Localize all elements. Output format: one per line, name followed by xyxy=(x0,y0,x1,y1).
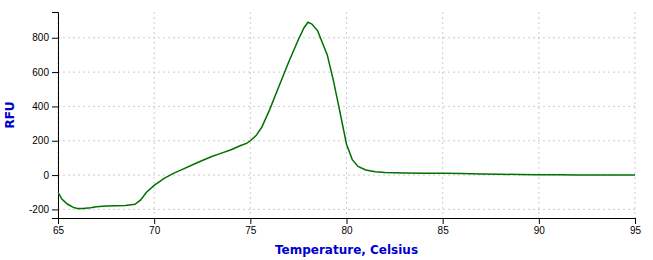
y-tick-label: 200 xyxy=(32,135,49,146)
grid xyxy=(58,12,635,218)
y-tick-label: 400 xyxy=(32,101,49,112)
x-tick: 70 xyxy=(149,218,161,236)
grid-line-x xyxy=(346,12,347,218)
x-tick: 95 xyxy=(630,218,642,236)
y-tick-mark xyxy=(52,175,58,176)
x-tick-mark xyxy=(250,218,251,224)
grid-line-y xyxy=(58,37,635,38)
grid-line-x xyxy=(538,12,539,218)
y-tick: 800 xyxy=(32,32,58,43)
x-tick-label: 80 xyxy=(341,225,353,236)
grid-line-y xyxy=(58,106,635,107)
grid-line-x xyxy=(250,12,251,218)
x-tick: 80 xyxy=(341,218,353,236)
x-tick-label: 90 xyxy=(534,225,546,236)
x-tick-label: 65 xyxy=(53,225,65,236)
marks xyxy=(58,22,635,208)
x-tick-mark xyxy=(539,218,540,224)
y-tick-mark xyxy=(52,106,58,107)
y-tick-mark xyxy=(52,209,58,210)
y-tick: 0 xyxy=(43,170,58,181)
y-tick-label: 600 xyxy=(32,67,49,78)
x-tick: 85 xyxy=(438,218,450,236)
y-tick-mark xyxy=(52,72,58,73)
grid-line-x xyxy=(442,12,443,218)
grid-line-x xyxy=(154,12,155,218)
melt-curve xyxy=(58,22,635,208)
x-tick-label: 75 xyxy=(245,225,257,236)
x-tick-label: 95 xyxy=(630,225,642,236)
x-tick: 90 xyxy=(534,218,546,236)
chart: 65 70 75 80 85 90 95 -200 0 200 400 600 800 Temperatu… xyxy=(0,0,653,260)
y-tick: 400 xyxy=(32,101,58,112)
x-tick: 75 xyxy=(245,218,257,236)
y-tick: 600 xyxy=(32,67,58,78)
x-tick: 65 xyxy=(53,218,65,236)
y-tick: -200 xyxy=(29,204,58,215)
x-tick-mark xyxy=(443,218,444,224)
y-axis-title: RFU xyxy=(3,101,17,128)
y-axis: -200 0 200 400 600 800 xyxy=(29,13,59,219)
y-tick: 200 xyxy=(32,135,58,146)
grid-line-y xyxy=(58,72,635,73)
y-tick-mark xyxy=(52,141,58,142)
y-tick-label: 0 xyxy=(43,170,49,181)
plot-area: 65 70 75 80 85 90 95 -200 0 200 400 600 800 xyxy=(29,12,642,236)
x-tick-mark xyxy=(154,218,155,224)
x-tick-label: 70 xyxy=(149,225,161,236)
y-tick-mark xyxy=(52,38,58,39)
x-axis-line xyxy=(59,219,636,225)
y-axis-line xyxy=(52,13,59,219)
grid-line-y xyxy=(58,209,635,210)
y-tick-label: -200 xyxy=(29,204,49,215)
grid-line-x xyxy=(635,12,636,218)
x-tick-mark xyxy=(347,218,348,224)
y-tick-label: 800 xyxy=(32,32,49,43)
x-axis-title: Temperature, Celsius xyxy=(275,243,418,257)
x-tick-label: 85 xyxy=(438,225,450,236)
x-axis: 65 70 75 80 85 90 95 xyxy=(53,218,642,236)
x-tick-mark xyxy=(635,218,636,224)
